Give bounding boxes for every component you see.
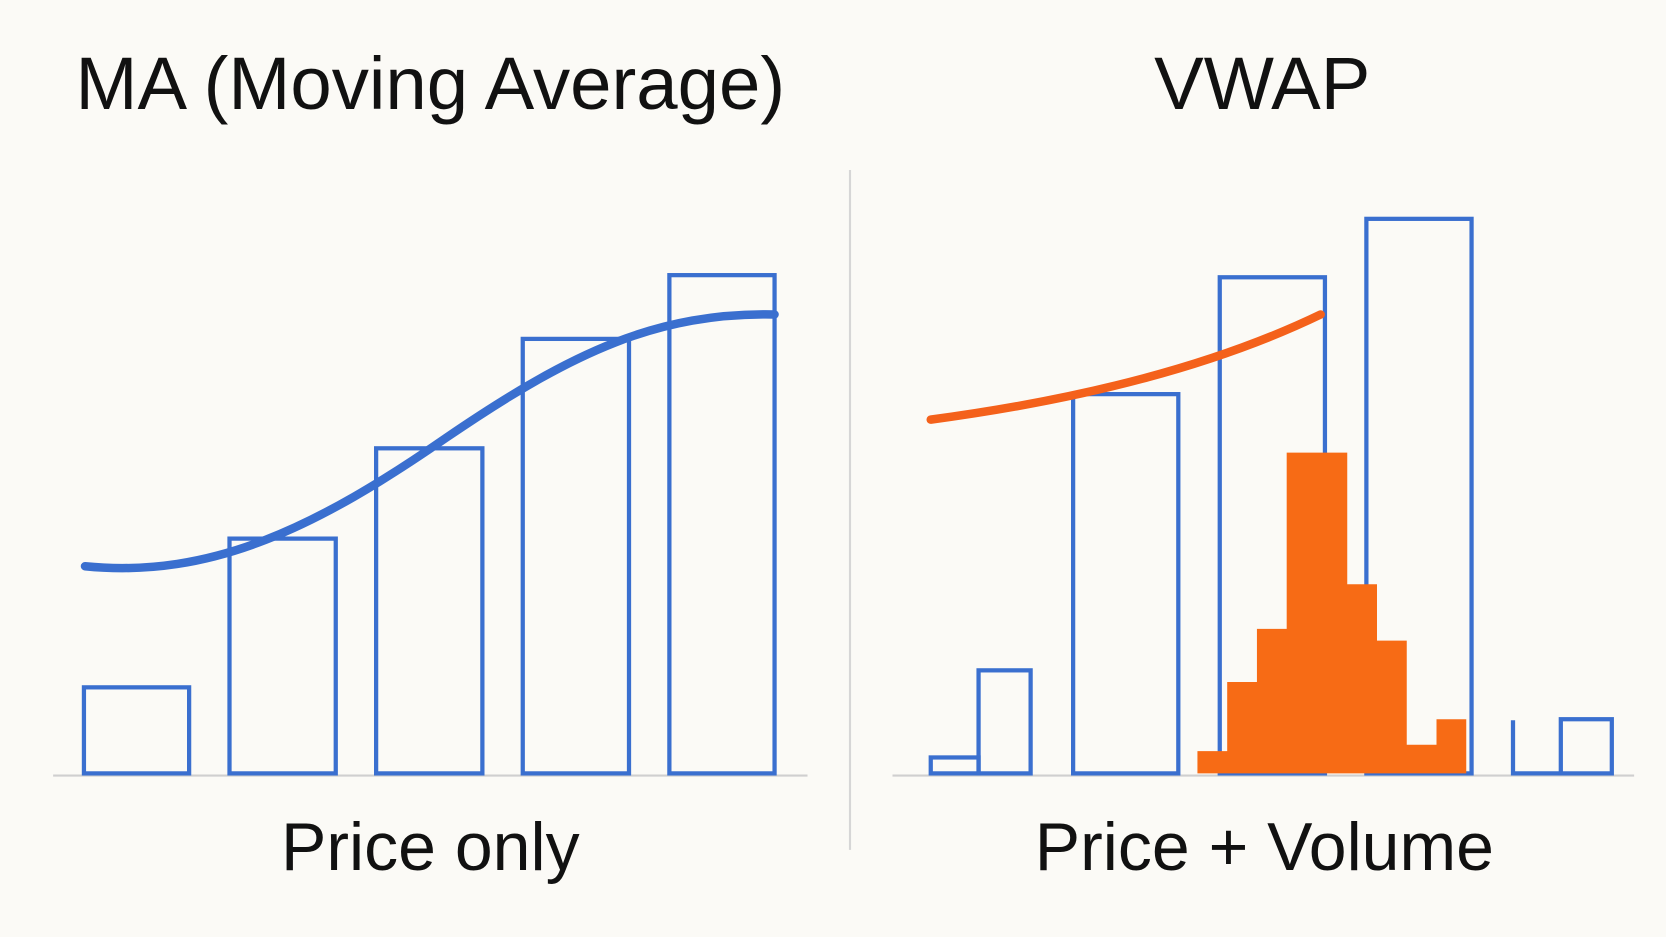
price-bar: [1071, 392, 1181, 776]
price-bar: [1558, 717, 1614, 776]
panel-caption: Price only: [281, 809, 580, 885]
panel-title: MA (Moving Average): [76, 42, 786, 125]
vwap-curve: [926, 310, 1325, 424]
volume-histogram: [1197, 452, 1467, 774]
price-bar: [227, 536, 338, 776]
price-bar: [81, 685, 192, 776]
price-bar: [667, 273, 777, 776]
panel-caption: Price + Volume: [1035, 809, 1494, 885]
price-bar: [1510, 720, 1561, 776]
price-bar: [976, 668, 1033, 776]
panel-title: VWAP: [1154, 42, 1370, 125]
price-bar: [520, 336, 632, 776]
ma-curve: [80, 310, 779, 573]
